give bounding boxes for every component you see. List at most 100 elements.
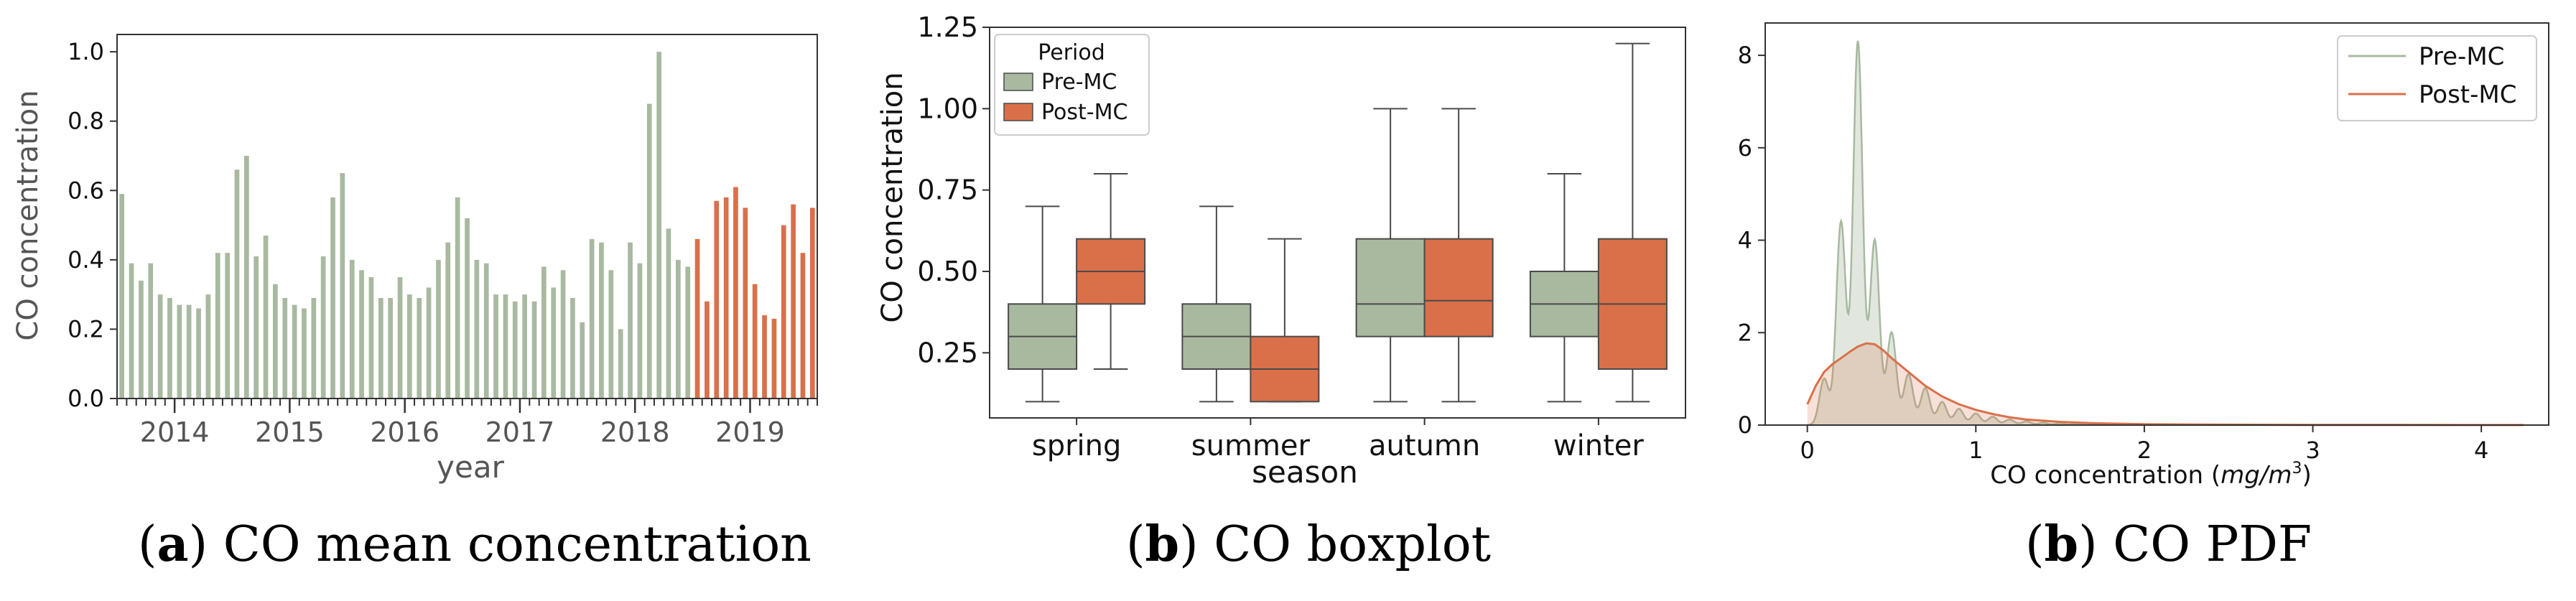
x-tick-label: 2017	[485, 416, 555, 448]
bar-pre-mc	[608, 270, 614, 399]
bar-pre-mc	[368, 277, 374, 399]
boxplot-x-axis-label: season	[1252, 455, 1358, 490]
bar-pre-mc	[580, 322, 585, 399]
pdf-x-axis-label-close: )	[2302, 461, 2311, 490]
bar-post-mc	[723, 197, 729, 399]
pdf-area-post-mc	[1807, 343, 2524, 425]
bar-pre-mc	[685, 266, 691, 399]
bar-pre-mc	[292, 304, 297, 399]
pdf-x-axis-label: CO concentration (mg/m3)	[1990, 460, 2311, 490]
bar-pre-mc	[129, 263, 134, 399]
bar-pre-mc	[330, 197, 335, 399]
bar-pre-mc	[531, 301, 537, 399]
x-tick-label: 4	[2474, 437, 2488, 464]
y-tick-label: 0.50	[917, 256, 978, 287]
bar-pre-mc	[397, 277, 403, 399]
bar-pre-mc	[167, 298, 172, 399]
x-tick-label: winter	[1553, 429, 1644, 462]
y-tick-label: 0.6	[68, 177, 104, 204]
bar-pre-mc	[474, 259, 480, 399]
boxplot-panel: spring summer autumn winter 0.25 0.50 0.75 1.00…	[876, 11, 1686, 490]
bar-pre-mc	[426, 287, 432, 399]
legend-entry-post: Post-MC	[1041, 100, 1127, 125]
caption-b-text: CO boxplot	[1214, 516, 1491, 573]
caption-c-text: CO PDF	[2113, 516, 2312, 573]
bar-pre-mc	[119, 194, 124, 399]
bar-pre-mc	[618, 329, 623, 399]
box-pre-mc	[1355, 238, 1426, 337]
box-post-mc	[1423, 238, 1494, 337]
caption-b-pdf: (b) CO PDF	[2025, 516, 2312, 573]
bar-chart-panel: 0.0 0.2 0.4 0.6 0.8 1.0 2014 2015 2016 2017 2018 20…	[11, 34, 818, 485]
bar-pre-mc	[234, 169, 240, 399]
bar-pre-mc	[302, 308, 307, 399]
bar-post-mc	[733, 187, 738, 399]
bar-pre-mc	[676, 259, 681, 399]
y-tick-label: 1.25	[917, 11, 978, 43]
pdf-x-axis-label-unit: mg/m	[2221, 461, 2292, 490]
y-tick-label: 0.8	[68, 108, 104, 135]
boxplot-axes: spring summer autumn winter 0.25 0.50 0.75 1.00…	[917, 11, 1686, 462]
boxplot-legend: Period Pre-MC Post-MC	[994, 34, 1150, 136]
bar-pre-mc	[378, 298, 383, 399]
bar-pre-mc	[254, 256, 259, 399]
caption-c-label: b	[2044, 516, 2079, 573]
y-tick-label: 4	[1738, 227, 1752, 254]
bar-pre-mc	[551, 287, 557, 399]
bar-chart-axes: 0.0 0.2 0.4 0.6 0.8 1.0 2014 2015 2016 2017 2018 20…	[68, 34, 818, 448]
y-tick-label: 0.2	[68, 315, 104, 343]
caption-b-label: b	[1145, 516, 1180, 573]
y-tick-label: 6	[1738, 134, 1752, 162]
bar-pre-mc	[628, 242, 633, 399]
bar-pre-mc	[522, 294, 527, 399]
bar-pre-mc	[177, 304, 182, 399]
bar-post-mc	[705, 301, 710, 399]
y-tick-label: 0.25	[917, 337, 978, 368]
pdf-x-axis-label-sup: 3	[2292, 460, 2302, 477]
caption-a: (a) CO mean concentration	[138, 516, 812, 573]
y-tick-label: 0.0	[68, 385, 104, 412]
bar-pre-mc	[148, 263, 154, 399]
bar-pre-mc	[656, 52, 661, 399]
bar-pre-mc	[244, 156, 249, 399]
pdf-legend: Pre-MC Post-MC	[2337, 35, 2537, 121]
bar-pre-mc	[282, 298, 288, 399]
x-tick-label: 2019	[715, 416, 785, 448]
bar-pre-mc	[196, 308, 201, 399]
bar-post-mc	[743, 208, 748, 399]
pdf-axes: 0 1 2 3 4 0 2 4 6 8	[1738, 22, 2549, 464]
caption-a-label: a	[157, 516, 189, 573]
bar-pre-mc	[225, 253, 230, 399]
bar-pre-mc	[646, 103, 652, 399]
x-tick-label: 3	[2305, 437, 2320, 464]
bar-post-mc	[694, 238, 700, 399]
plot-frame	[989, 27, 1686, 419]
y-tick-label: 1.00	[917, 93, 978, 124]
boxplot-y-axis-label: CO concentration	[876, 72, 909, 322]
plot-frame	[116, 34, 818, 399]
bar-post-mc	[714, 200, 720, 399]
bar-series	[119, 52, 815, 399]
pdf-x-axis-label-text: CO concentration (	[1990, 461, 2221, 490]
x-tick-label: 2018	[600, 416, 670, 448]
bar-pre-mc	[205, 294, 211, 399]
bar-post-mc	[771, 318, 777, 399]
x-tick-label: 2	[2137, 437, 2152, 464]
bar-pre-mc	[445, 242, 451, 399]
bar-post-mc	[791, 204, 796, 399]
legend-entry-pre: Pre-MC	[1041, 70, 1117, 95]
y-tick-label: 8	[1738, 42, 1752, 69]
bar-pre-mc	[541, 266, 547, 399]
bar-post-mc	[810, 208, 815, 399]
y-tick-label: 0.4	[68, 246, 104, 274]
bar-pre-mc	[215, 253, 220, 399]
caption-b-boxplot: (b) CO boxplot	[1126, 516, 1491, 573]
bar-pre-mc	[493, 294, 498, 399]
y-tick-label: 1.0	[68, 38, 104, 65]
legend-entry-pre: Pre-MC	[2419, 42, 2504, 71]
bar-pre-mc	[263, 236, 269, 399]
x-tick-label: 0	[1800, 437, 1814, 464]
caption-a-text: CO mean concentration	[223, 516, 812, 573]
